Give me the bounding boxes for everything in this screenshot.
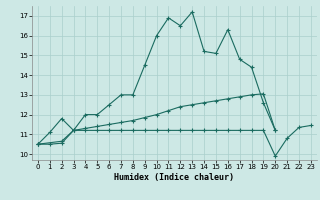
X-axis label: Humidex (Indice chaleur): Humidex (Indice chaleur): [115, 173, 234, 182]
